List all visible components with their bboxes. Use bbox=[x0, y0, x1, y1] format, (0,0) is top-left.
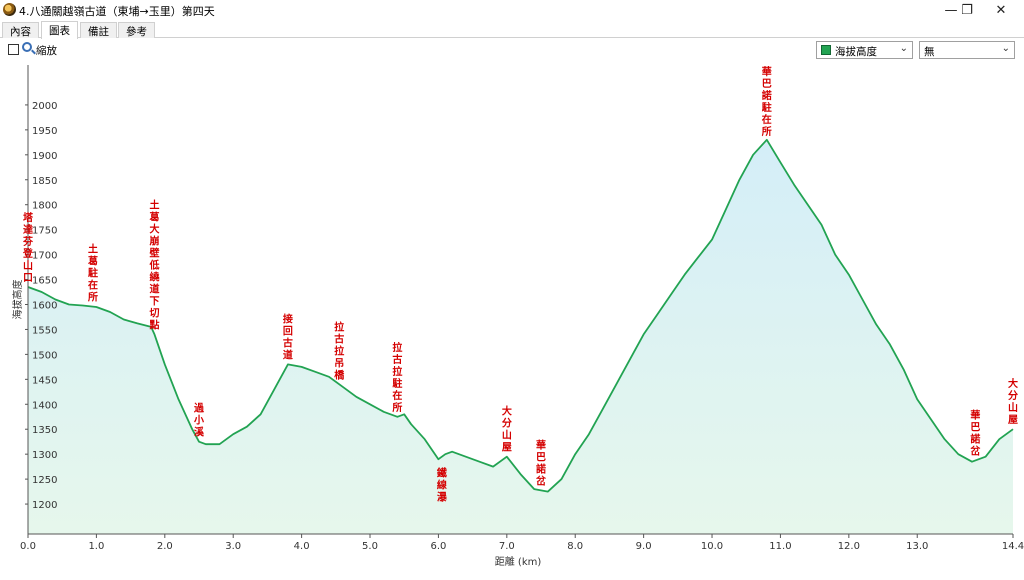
tab-bar: 內容 圖表 備註 參考 bbox=[0, 21, 1024, 39]
chevron-down-icon: ⌄ bbox=[1001, 43, 1010, 54]
x-tick-label: 9.0 bbox=[636, 541, 652, 552]
y-tick-label: 1300 bbox=[32, 450, 57, 461]
y-tick-label: 1400 bbox=[32, 400, 57, 411]
y-tick-label: 1700 bbox=[32, 251, 57, 262]
x-tick-label: 0.0 bbox=[20, 541, 36, 552]
x-tick-label: 14.4 bbox=[1002, 541, 1024, 552]
annotation-label: 拉古拉駐在所 bbox=[392, 341, 402, 414]
y-tick-label: 1800 bbox=[32, 201, 57, 212]
annotation-label: 華巴諾岔 bbox=[535, 438, 547, 487]
y-tick-label: 1250 bbox=[32, 475, 57, 486]
annotation-label: 過小溪 bbox=[193, 402, 205, 439]
x-tick-label: 4.0 bbox=[294, 541, 310, 552]
y-tick-label: 1750 bbox=[32, 226, 57, 237]
y-axis-title: 海拔高度 bbox=[11, 280, 24, 320]
x-tick-label: 1.0 bbox=[88, 541, 104, 552]
series-select[interactable]: 海拔高度 ⌄ bbox=[816, 41, 913, 59]
minimize-button[interactable]: — bbox=[944, 2, 958, 18]
annotation-label: 鐵線瀑 bbox=[437, 467, 448, 504]
tab-references[interactable]: 參考 bbox=[118, 22, 155, 38]
annotation-label: 塔達芬登山口 bbox=[22, 211, 34, 284]
y-tick-label: 1450 bbox=[32, 375, 57, 386]
title-bar: 4.八通關越嶺古道（東埔→玉里）第四天 — ❐ ✕ bbox=[0, 0, 1024, 20]
x-tick-label: 7.0 bbox=[499, 541, 515, 552]
chevron-down-icon: ⌄ bbox=[899, 43, 908, 54]
annotation-label: 大分山屋 bbox=[502, 405, 512, 454]
y-tick-label: 1350 bbox=[32, 425, 57, 436]
zoom-checkbox[interactable] bbox=[8, 44, 19, 55]
magnifier-icon bbox=[22, 42, 32, 52]
annotation-label: 拉古拉吊橋 bbox=[334, 320, 345, 381]
annotation-label: 土葛駐在所 bbox=[87, 243, 98, 304]
app-globe-icon bbox=[3, 3, 16, 16]
y-tick-label: 1850 bbox=[32, 176, 57, 187]
elevation-area bbox=[28, 139, 1013, 535]
x-tick-label: 3.0 bbox=[225, 541, 241, 552]
annotation-label: 接回古道 bbox=[283, 312, 293, 361]
x-tick-label: 6.0 bbox=[430, 541, 446, 552]
tab-notes[interactable]: 備註 bbox=[80, 22, 117, 38]
tab-content[interactable]: 內容 bbox=[2, 22, 39, 38]
tab-chart[interactable]: 圖表 bbox=[41, 21, 78, 39]
y-tick-label: 1200 bbox=[32, 500, 57, 511]
y-tick-label: 1550 bbox=[32, 325, 57, 336]
close-button[interactable]: ✕ bbox=[995, 2, 1007, 18]
x-tick-label: 12.0 bbox=[838, 541, 860, 552]
y-tick-label: 2000 bbox=[32, 101, 57, 112]
x-axis-title: 距離 (km) bbox=[495, 555, 542, 568]
x-tick-label: 5.0 bbox=[362, 541, 378, 552]
annotation-label: 華巴諾駐在所 bbox=[762, 65, 772, 138]
x-tick-label: 10.0 bbox=[701, 541, 723, 552]
y-tick-label: 1500 bbox=[32, 350, 57, 361]
series-select-value: 海拔高度 bbox=[835, 46, 877, 58]
y-tick-label: 1650 bbox=[32, 276, 57, 287]
x-tick-label: 13.0 bbox=[906, 541, 928, 552]
elevation-chart: 1200 1250 1300 1350 1400 1450 1500 1550 1600 1650… bbox=[0, 61, 1024, 576]
x-tick-label: 8.0 bbox=[567, 541, 583, 552]
annotation-label: 大分山屋 bbox=[1008, 377, 1018, 426]
y-tick-label: 1900 bbox=[32, 151, 57, 162]
y-tick-label: 1600 bbox=[32, 300, 57, 311]
secondary-select-value: 無 bbox=[924, 46, 935, 58]
chart-toolbar: 縮放 海拔高度 ⌄ 無 ⌄ bbox=[0, 39, 1024, 61]
annotation-label: 土葛大崩壁低繞道下切點 bbox=[149, 198, 160, 331]
elevation-chart-svg: 1200 1250 1300 1350 1400 1450 1500 1550 1600 1650… bbox=[11, 65, 1024, 568]
elevation-line bbox=[27, 138, 1014, 493]
secondary-select[interactable]: 無 ⌄ bbox=[919, 41, 1015, 59]
annotation-label: 華巴諾岔 bbox=[969, 408, 981, 457]
x-tick-label: 11.0 bbox=[769, 541, 791, 552]
x-tick-label: 2.0 bbox=[157, 541, 173, 552]
window-title: 4.八通關越嶺古道（東埔→玉里）第四天 bbox=[19, 5, 215, 18]
restore-button[interactable]: ❐ bbox=[961, 2, 973, 18]
series-color-swatch bbox=[821, 45, 831, 55]
y-tick-label: 1950 bbox=[32, 126, 57, 137]
zoom-label: 縮放 bbox=[36, 45, 57, 57]
